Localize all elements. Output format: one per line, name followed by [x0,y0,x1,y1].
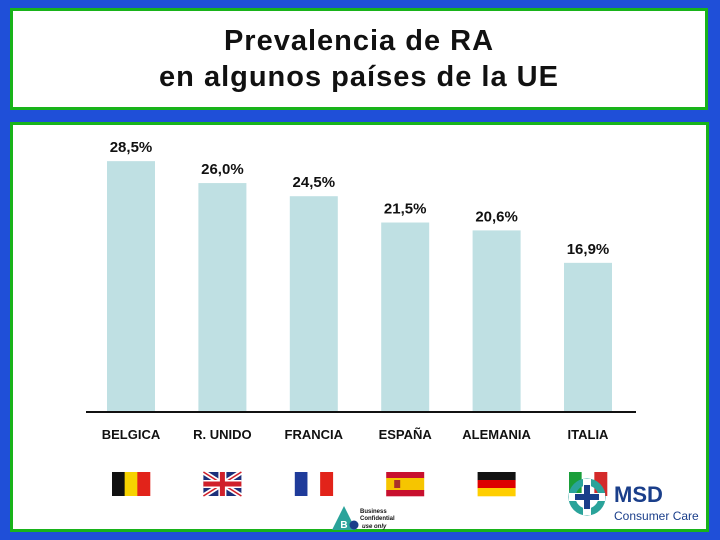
belgium-flag-icon [112,472,151,496]
category-label-5: ALEMANIA [462,427,531,442]
value-label-5: 20,6% [475,208,518,225]
value-label-1: 28,5% [110,139,153,156]
value-label-4: 21,5% [384,201,427,218]
badge-line-2: Confidential [360,516,395,522]
bar-1 [107,161,155,411]
msd-logo: MSD Consumer Care [568,478,699,523]
uk-flag-icon [202,469,243,499]
category-label-3: FRANCIA [285,427,344,442]
business-confidential-badge: B Business Confidential use only [332,506,395,531]
badge-letter: B [340,520,347,531]
category-label-2: R. UNIDO [193,427,252,442]
bar-2 [198,183,247,411]
msd-cross-icon [568,478,606,516]
badge-cross-icon [349,520,359,530]
category-label-6: ITALIA [568,427,610,442]
badge-line-3: use only [362,524,387,530]
bar-5 [472,230,521,411]
category-label-4: ESPAÑA [379,427,433,442]
category-label-1: BELGICA [102,427,161,442]
title-panel: Prevalencia de RA en algunos países de l… [10,8,708,110]
chart-title-line-1: Prevalencia de RA [223,25,495,57]
value-label-2: 26,0% [201,161,244,178]
msd-logo-name: MSD [614,482,663,507]
chart-title-line-2: en algunos países de la UE [159,61,559,93]
spain-flag-icon [386,472,425,497]
bar-4 [381,222,430,411]
bar-3 [289,196,338,411]
badge-line-1: Business [360,509,387,515]
msd-logo-subtitle: Consumer Care [614,509,699,523]
france-flag-icon [294,472,334,496]
value-label-3: 24,5% [293,174,336,191]
germany-flag-icon [477,472,516,497]
bar-6 [564,262,612,411]
value-label-6: 16,9% [567,241,610,258]
